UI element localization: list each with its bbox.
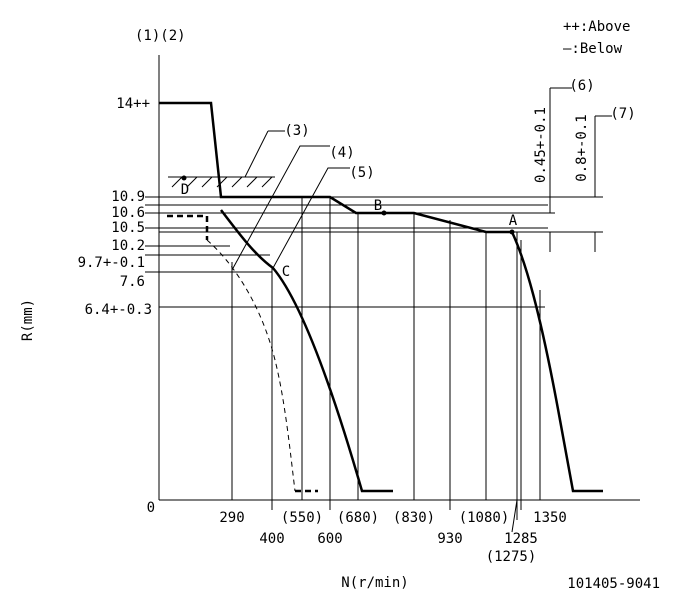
dashed-curve [206, 239, 296, 492]
callout: (7) [610, 106, 635, 122]
legend-item: ++:Above [563, 19, 630, 35]
callout: (5) [349, 165, 374, 181]
axis-label: (1)(2) [135, 28, 186, 44]
point-label: A [509, 213, 518, 229]
y-label: 10.9 [111, 189, 145, 205]
callout: (3) [284, 123, 309, 139]
point-label: B [374, 198, 382, 214]
x-label: (830) [393, 510, 435, 526]
leader [272, 167, 350, 269]
y-label: 10.6 [111, 205, 145, 221]
legend-item: —:Below [563, 41, 623, 57]
dashed-curve [167, 214, 209, 240]
doc-number: 101405-9041 [567, 576, 660, 592]
leader [244, 130, 269, 178]
y-label: 9.7+-0.1 [78, 255, 145, 271]
axes [158, 55, 640, 501]
x-label: 400 [259, 531, 284, 547]
x-label: 930 [437, 531, 462, 547]
x-label: (1275) [486, 549, 537, 565]
y-label: 0 [147, 500, 155, 516]
y-label: 10.5 [111, 220, 145, 236]
tolerance: 0.8+-0.1 [574, 114, 590, 181]
annotations: (3) (4) (5) (6) (7) D B A C 0.45+-0.1 0.8+-0.1 [181, 78, 636, 280]
callout: (6) [569, 78, 594, 94]
point-label: C [282, 264, 290, 280]
y-label: 7.6 [120, 274, 145, 290]
leader [231, 145, 330, 271]
point-label: D [181, 182, 189, 198]
y-labels: 14++ 10.910.610.5 10.29.7+-0.1 7.6 6.4+-0.3 0 [78, 96, 155, 516]
upper-curve [159, 101, 603, 493]
x-label: 1350 [533, 510, 567, 526]
x-title: N(r/min) [341, 575, 408, 591]
hatch [171, 176, 273, 188]
y-label: 6.4+-0.3 [85, 302, 152, 318]
x-label: (550) [281, 510, 323, 526]
x-label: 1285 [504, 531, 538, 547]
point-marker [509, 229, 515, 235]
leader [511, 499, 518, 533]
x-label: (1080) [459, 510, 510, 526]
x-label: 600 [317, 531, 342, 547]
callout: (4) [329, 145, 354, 161]
curves [159, 101, 603, 493]
x-label: 290 [219, 510, 244, 526]
lower-curve [220, 209, 393, 493]
y-label: 10.2 [111, 238, 145, 254]
x-labels: 290 (550) (680) (830) (1080) 1350 400 600 930 128… [219, 510, 567, 565]
y-label: 14++ [116, 96, 150, 112]
tolerance-marks [549, 87, 612, 252]
point-marker [181, 175, 187, 181]
tolerance: 0.45+-0.1 [533, 107, 549, 183]
x-label: (680) [337, 510, 379, 526]
y-title: R(mm) [20, 299, 36, 341]
point-marker [381, 210, 387, 216]
reference-lines [145, 196, 603, 533]
